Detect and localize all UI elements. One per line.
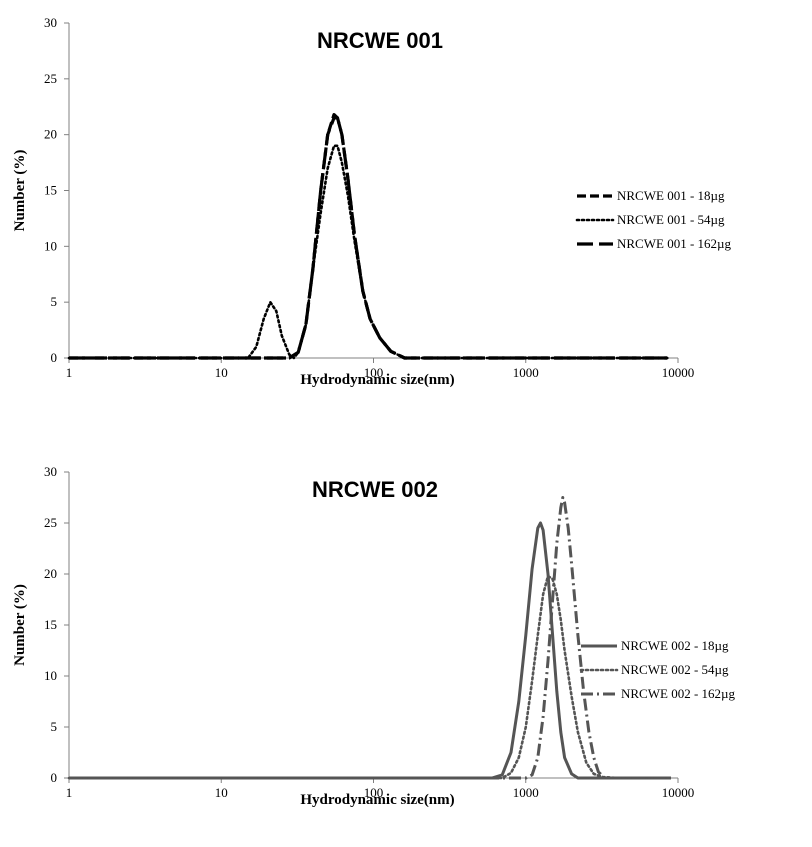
y-tick-label: 25 xyxy=(44,71,57,86)
series-line-2 xyxy=(67,574,673,780)
y-tick-label: 20 xyxy=(44,566,57,581)
x-tick-label: 1000 xyxy=(513,365,539,380)
y-tick-label: 0 xyxy=(51,350,58,365)
chart-title: NRCWE 002 xyxy=(312,477,438,502)
x-tick-label: 100 xyxy=(364,365,384,380)
y-axis-title: Number (%) xyxy=(12,150,28,232)
legend-label-1: NRCWE 002 - 18µg xyxy=(621,638,729,653)
y-tick-label: 20 xyxy=(44,127,57,142)
legend-label-3: NRCWE 001 - 162µg xyxy=(617,236,732,251)
legend-label-2: NRCWE 001 - 54µg xyxy=(617,212,725,227)
y-tick-label: 10 xyxy=(44,238,57,253)
x-tick-label: 1 xyxy=(66,785,73,800)
y-axis-title: Number (%) xyxy=(12,584,28,666)
y-tick-label: 0 xyxy=(51,770,58,785)
y-tick-label: 5 xyxy=(51,719,58,734)
chart-1: 0 5 10 15 20 25 30 1 10 100 1000 10000 Hydrodynamic … xyxy=(12,15,732,388)
y-tick-label: 30 xyxy=(44,15,57,30)
x-tick-label: 1000 xyxy=(513,785,539,800)
x-axis-title: Hydrodynamic size(nm) xyxy=(300,372,454,388)
legend-label-2: NRCWE 002 - 54µg xyxy=(621,662,729,677)
y-tick-label: 15 xyxy=(44,183,57,198)
legend-label-3: NRCWE 002 - 162µg xyxy=(621,686,736,701)
y-tick-label: 15 xyxy=(44,617,57,632)
chart-2: 0 5 10 15 20 25 30 1 10 100 1000 10000 Hydrodynamic … xyxy=(12,464,736,808)
series-line-1 xyxy=(69,521,671,780)
x-tick-label: 10 xyxy=(215,365,228,380)
series-line-3 xyxy=(69,496,671,780)
y-tick-label: 30 xyxy=(44,464,57,479)
series-line-1 xyxy=(69,112,668,360)
x-tick-label: 100 xyxy=(364,785,384,800)
legend-label-1: NRCWE 001 - 18µg xyxy=(617,188,725,203)
x-tick-label: 10000 xyxy=(662,785,695,800)
y-tick-label: 10 xyxy=(44,668,57,683)
y-tick-label: 25 xyxy=(44,515,57,530)
series-line-3 xyxy=(69,116,668,360)
x-tick-label: 10000 xyxy=(662,365,695,380)
y-tick-label: 5 xyxy=(51,294,58,309)
x-axis-title: Hydrodynamic size(nm) xyxy=(300,792,454,808)
x-tick-label: 10 xyxy=(215,785,228,800)
x-tick-label: 1 xyxy=(66,365,73,380)
series-line-2 xyxy=(67,144,669,360)
chart-title: NRCWE 001 xyxy=(317,28,443,53)
